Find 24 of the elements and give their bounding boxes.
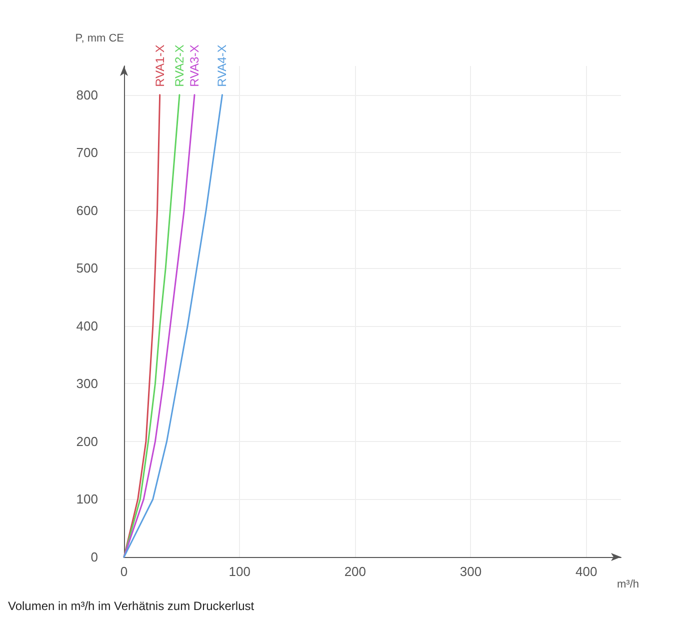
y-tick-label: 100 bbox=[76, 492, 98, 507]
x-axis-title: m³/h bbox=[617, 578, 639, 590]
y-tick-label: 700 bbox=[76, 145, 98, 160]
y-axis-title: P, mm CE bbox=[75, 32, 124, 44]
x-tick-label: 200 bbox=[344, 564, 366, 579]
y-tick-label: 0 bbox=[90, 550, 98, 564]
x-tick-label: 0 bbox=[120, 564, 128, 579]
text: RVA1-X bbox=[152, 44, 167, 87]
y-tick-label: 400 bbox=[76, 318, 98, 334]
text: RVA3-X bbox=[188, 44, 202, 87]
line-series bbox=[123, 94, 180, 558]
text: RVA4-X bbox=[215, 44, 230, 87]
x-tick-label: 400 bbox=[575, 564, 598, 579]
y-tick-label: 800 bbox=[76, 87, 98, 102]
line-series bbox=[123, 94, 223, 558]
y-tick-label: 600 bbox=[76, 202, 98, 218]
text: Volumen in m³/h im Verhätnis zum Druckerlust bbox=[8, 599, 255, 613]
y-tick-label: 200 bbox=[76, 434, 98, 449]
x-tick-label: 300 bbox=[460, 564, 482, 579]
y-tick-label: 500 bbox=[76, 260, 98, 276]
y-tick-label: 300 bbox=[76, 376, 98, 392]
x-tick-label: 100 bbox=[228, 564, 250, 579]
text: RVA2-X bbox=[172, 44, 186, 87]
line-series bbox=[123, 94, 196, 558]
